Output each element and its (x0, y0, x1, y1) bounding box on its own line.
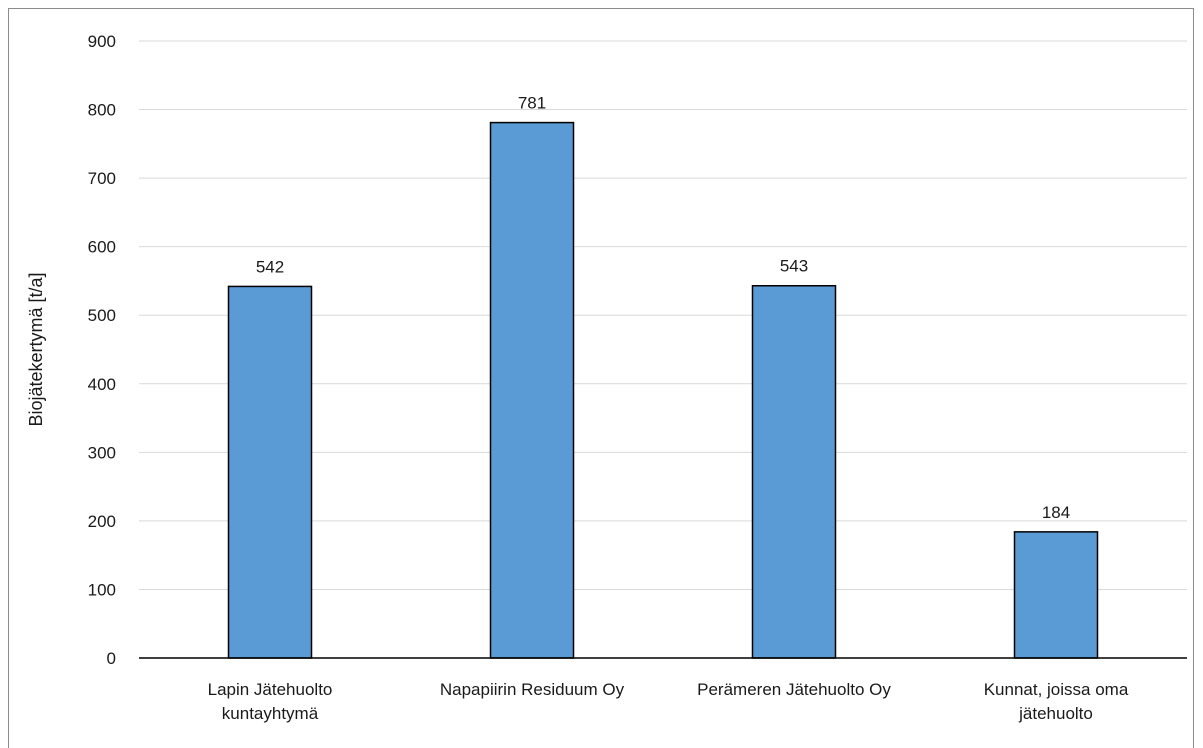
y-axis-title: Biojätekertymä [t/a] (26, 272, 46, 426)
y-tick-label: 100 (88, 580, 116, 599)
y-tick-label: 400 (88, 375, 116, 394)
y-tick-label: 800 (88, 101, 116, 120)
data-label: 543 (780, 257, 808, 276)
y-tick-label: 500 (88, 306, 116, 325)
bars (227, 121, 1099, 659)
y-tick-label: 300 (88, 443, 116, 462)
data-label: 184 (1042, 503, 1070, 522)
bar (489, 121, 575, 659)
x-tick-label: Kunnat, joissa oma jätehuolto (984, 680, 1129, 723)
x-tick-label: Lapin Jätehuolto kuntayhtymä (208, 680, 333, 723)
bar (1013, 531, 1099, 659)
data-label: 781 (518, 94, 546, 113)
y-tick-label: 900 (88, 32, 116, 51)
labels: 0 100 200 300 400 500 600 700 800 900 542 Lapin Jät… (88, 32, 1129, 723)
gridlines (139, 40, 1187, 590)
bar (751, 284, 837, 659)
data-label: 542 (256, 257, 284, 276)
y-tick-label: 0 (107, 649, 116, 668)
bar (227, 285, 313, 659)
chart-frame (8, 8, 1194, 748)
y-tick-label: 700 (88, 169, 116, 188)
y-tick-label: 600 (88, 238, 116, 257)
x-tick-label: Perämeren Jätehuolto Oy (697, 680, 891, 699)
x-tick-label: Napapiirin Residuum Oy (440, 680, 625, 699)
y-tick-label: 200 (88, 512, 116, 531)
